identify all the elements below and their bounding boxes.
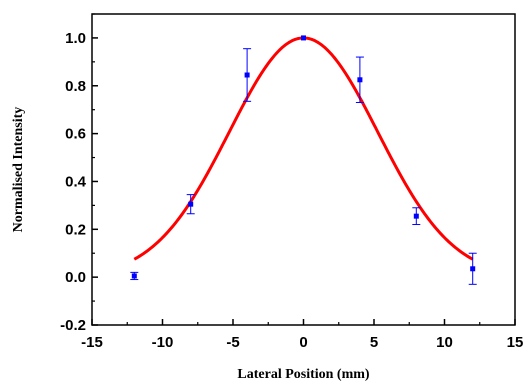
data-point [413,213,419,219]
ticks-layer: -15 -10 -5 0 5 10 15 -0.2 0.0 0.2 0.4 0.6 0.8 1.0 [60,13,524,351]
y-tick-label: 0.2 [65,221,86,238]
y-tick-label: 0.0 [65,269,86,286]
plot-frame [91,13,516,326]
x-axis-title: Lateral Position (mm) [237,367,370,382]
x-tick-label: 0 [299,334,307,351]
x-tick-label: 5 [370,334,378,351]
data-point [470,266,476,272]
data-point [301,35,306,41]
data-point [244,72,250,78]
data-point [188,201,194,207]
data-point [131,273,137,279]
x-tick-label: -10 [152,334,174,351]
errorbars-layer [130,48,477,285]
x-tick-label: -15 [81,334,103,351]
x-tick-label: 15 [507,334,524,351]
fit-curve [133,36,474,261]
data-point [357,77,363,83]
y-tick-label: 0.4 [65,173,87,190]
x-tick-label: 10 [436,334,453,351]
points-layer [131,35,476,279]
y-tick-label: 1.0 [65,30,86,47]
y-tick-label: -0.2 [60,317,86,334]
y-tick-label: 0.6 [65,126,86,143]
x-tick-label: -5 [226,334,239,351]
y-axis-title: Normalised Intensity [11,107,26,233]
y-tick-label: 0.8 [65,78,86,95]
